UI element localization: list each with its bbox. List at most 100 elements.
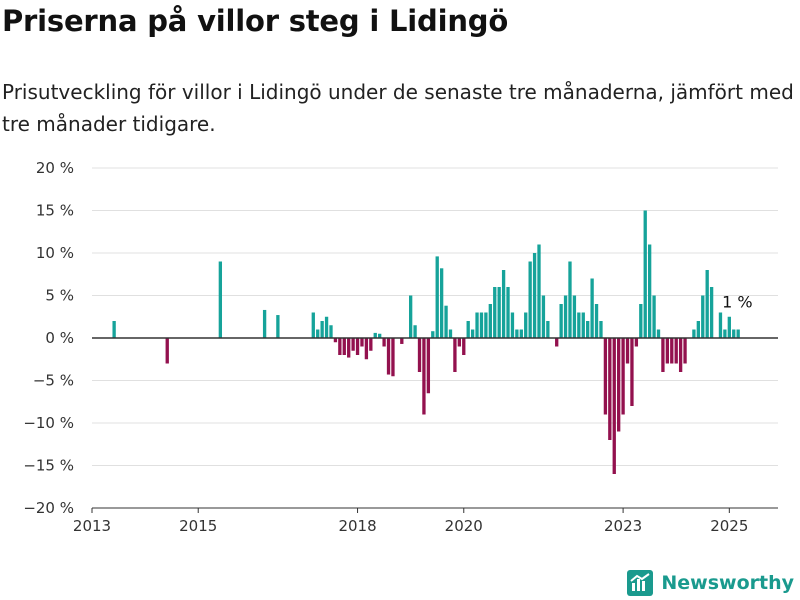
bar xyxy=(528,261,532,338)
bar xyxy=(479,312,484,338)
bar xyxy=(501,270,506,338)
bar xyxy=(506,287,510,338)
bar xyxy=(683,338,687,364)
bar xyxy=(324,316,329,338)
y-tick-label: 15 % xyxy=(36,202,74,220)
bar xyxy=(537,244,541,338)
brand-logo: Newsworthy xyxy=(627,570,794,596)
bar xyxy=(276,315,280,338)
bar xyxy=(431,331,435,338)
bar xyxy=(678,338,683,372)
bar xyxy=(311,312,315,338)
bar xyxy=(351,338,355,351)
bar xyxy=(590,278,594,338)
x-axis: 2013 2015 2018 2020 2023 2025 xyxy=(73,507,778,535)
bar xyxy=(413,325,417,338)
last-value-label: 1 % xyxy=(722,293,752,312)
bar xyxy=(347,338,351,358)
bar xyxy=(559,304,563,338)
bar xyxy=(718,312,723,338)
y-tick-label: 0 % xyxy=(45,329,74,347)
bar xyxy=(696,321,700,338)
bar xyxy=(444,305,448,338)
y-tick-label: 5 % xyxy=(45,287,74,305)
bar xyxy=(439,268,444,338)
y-tick-label: 10 % xyxy=(36,244,74,262)
bar xyxy=(333,338,338,343)
bar xyxy=(541,295,546,338)
bar xyxy=(625,338,630,364)
bar xyxy=(462,338,466,355)
chart-subtitle: Prisutveckling för villor i Lidingö unde… xyxy=(2,80,794,136)
bar xyxy=(555,338,559,347)
bars xyxy=(112,210,740,474)
bar xyxy=(391,338,395,377)
x-tick-label: 2023 xyxy=(604,517,642,535)
bar xyxy=(670,338,674,364)
bar xyxy=(466,321,470,338)
bar xyxy=(621,338,625,415)
bar xyxy=(665,338,670,364)
bar xyxy=(373,332,377,338)
bar xyxy=(568,261,572,338)
bar xyxy=(701,295,705,338)
bar xyxy=(165,338,169,364)
bar xyxy=(355,338,360,355)
bar xyxy=(515,329,519,338)
bar xyxy=(262,309,267,338)
bar xyxy=(488,304,492,338)
bar xyxy=(369,338,373,351)
bar xyxy=(497,287,501,338)
bar xyxy=(408,295,413,338)
x-tick-label: 2025 xyxy=(710,517,748,535)
bar xyxy=(524,312,528,338)
bar xyxy=(603,338,608,415)
bar xyxy=(448,329,453,338)
bar xyxy=(612,338,616,474)
chart-title: Priserna på villor steg i Lidingö xyxy=(2,4,509,38)
bar xyxy=(674,338,678,364)
bar xyxy=(581,312,585,338)
y-axis-ticks: 20 % 15 % 10 % 5 % 0 % −5 % −10 % −15 % −20 % xyxy=(23,159,74,517)
bar xyxy=(364,338,369,360)
x-tick-label: 2020 xyxy=(445,517,483,535)
bar xyxy=(453,338,457,372)
bar xyxy=(617,338,621,432)
bar xyxy=(386,338,391,375)
bar xyxy=(723,329,727,338)
bar xyxy=(484,312,488,338)
bar xyxy=(692,329,696,338)
bar xyxy=(652,295,656,338)
bar xyxy=(656,329,661,338)
bar xyxy=(630,338,634,406)
x-tick-label: 2018 xyxy=(338,517,376,535)
bar xyxy=(705,270,709,338)
bar xyxy=(577,312,581,338)
bar xyxy=(493,287,497,338)
bar xyxy=(316,329,320,338)
bar xyxy=(342,338,346,355)
brand-name: Newsworthy xyxy=(661,572,794,594)
bar xyxy=(457,338,462,347)
bar xyxy=(320,321,324,338)
bar xyxy=(572,295,577,338)
bar xyxy=(647,244,652,338)
bar xyxy=(470,329,475,338)
bar xyxy=(732,329,736,338)
bar xyxy=(426,338,431,394)
bar xyxy=(422,338,426,415)
bar xyxy=(475,312,479,338)
bar xyxy=(360,338,364,347)
bar xyxy=(338,338,342,355)
y-tick-label: −10 % xyxy=(23,414,74,432)
bar xyxy=(510,312,515,338)
bar xyxy=(661,338,665,372)
x-tick-label: 2015 xyxy=(179,517,217,535)
annotations: 1 % xyxy=(722,293,752,312)
bar xyxy=(608,338,612,440)
bar xyxy=(727,316,731,338)
bar xyxy=(599,321,603,338)
bar xyxy=(329,325,333,338)
bar xyxy=(594,304,599,338)
y-tick-label: −20 % xyxy=(23,499,74,517)
